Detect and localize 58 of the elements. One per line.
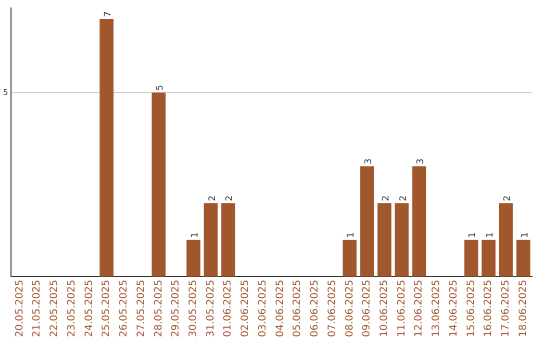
bar	[204, 203, 218, 277]
data-label: 1	[486, 232, 496, 238]
x-tick-label: 31.05.2025	[205, 280, 216, 338]
x-tick-label: 09.06.2025	[362, 280, 373, 338]
bar	[482, 240, 496, 277]
x-tick-label: 10.06.2025	[379, 280, 390, 338]
x-tick-label: 11.06.2025	[396, 280, 408, 338]
x-tick-label: 20.05.2025	[14, 280, 26, 338]
x-tick-label: 27.05.2025	[136, 280, 147, 338]
data-label: 1	[190, 232, 200, 238]
x-tick-label: 16.06.2025	[483, 280, 494, 338]
x-tick-label: 24.05.2025	[84, 280, 95, 338]
bar	[464, 240, 478, 277]
x-tick-label: 29.05.2025	[170, 280, 182, 338]
bar	[516, 240, 530, 277]
x-tick-label: 26.05.2025	[118, 280, 130, 338]
x-tick-label: 02.06.2025	[240, 280, 252, 338]
data-label: 3	[364, 158, 374, 164]
x-tick-label: 08.06.2025	[344, 280, 356, 338]
x-tick-label: 14.06.2025	[448, 280, 460, 338]
bar	[186, 240, 200, 277]
data-label: 1	[468, 232, 478, 238]
x-tick-label: 12.06.2025	[414, 280, 425, 338]
x-tick-label: 04.06.2025	[274, 280, 286, 338]
data-label: 1	[520, 232, 530, 238]
x-tick-label: 17.06.2025	[500, 280, 512, 338]
data-label: 2	[398, 195, 409, 202]
x-tick-label: 28.05.2025	[153, 280, 164, 338]
bar	[342, 240, 357, 277]
data-label: 2	[225, 195, 236, 202]
x-tick-label: 21.05.2025	[32, 280, 43, 338]
bar	[221, 203, 236, 277]
x-tick-label: 03.06.2025	[257, 280, 268, 338]
data-label: 7	[104, 11, 114, 18]
bar	[360, 166, 374, 277]
x-tick-label: 18.06.2025	[518, 280, 529, 338]
x-tick-label: 05.06.2025	[292, 280, 304, 338]
bar	[499, 203, 513, 277]
x-tick-label: 30.05.2025	[188, 280, 199, 338]
data-label: 5	[156, 84, 166, 91]
data-label: 3	[416, 158, 426, 164]
data-label: 1	[346, 232, 357, 238]
x-tick-label: 22.05.2025	[49, 280, 60, 338]
x-tick-label: 23.05.2025	[66, 280, 78, 338]
x-tick-label: 06.06.2025	[310, 280, 321, 338]
data-label: 2	[502, 195, 513, 202]
x-tick-label: 25.05.2025	[101, 280, 112, 338]
x-tick-label: 15.06.2025	[466, 280, 477, 338]
bar	[394, 203, 409, 277]
data-label: 2	[381, 195, 392, 202]
x-tick-label: 01.06.2025	[222, 280, 234, 338]
x-tick-label: 07.06.2025	[326, 280, 338, 338]
bar	[377, 203, 392, 277]
bar	[152, 92, 166, 277]
bar	[100, 19, 114, 277]
data-label: 2	[208, 195, 218, 202]
x-tick-label: 13.06.2025	[431, 280, 442, 338]
bar	[412, 166, 426, 277]
